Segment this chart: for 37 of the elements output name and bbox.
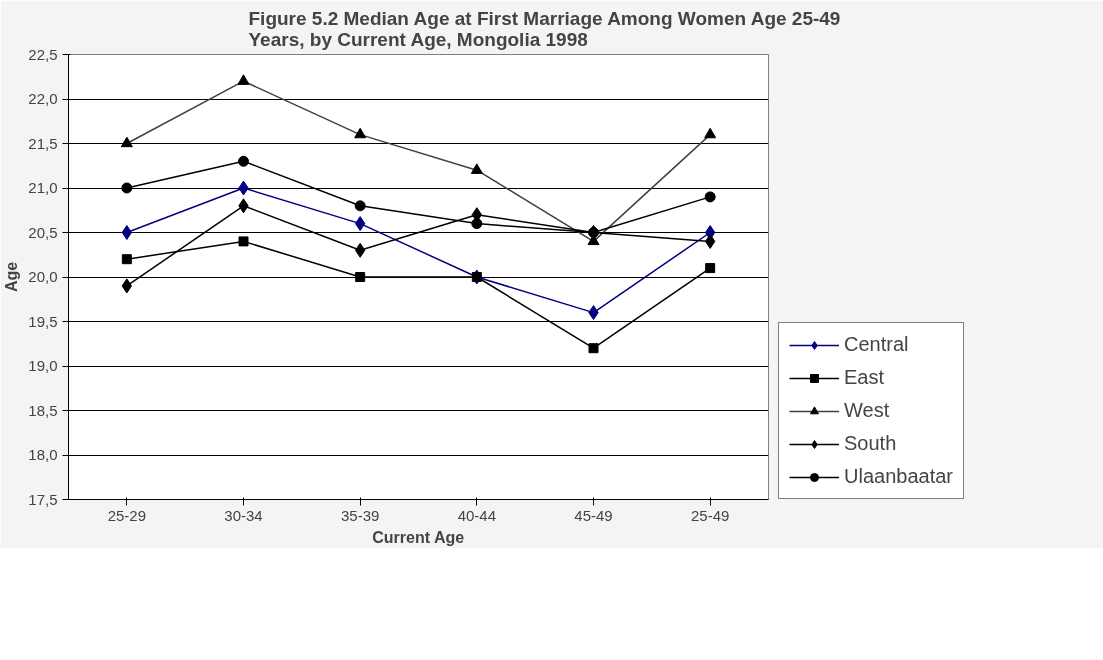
point bbox=[121, 182, 133, 194]
point bbox=[238, 155, 249, 167]
y-tick-label: 19,0 bbox=[28, 357, 58, 374]
x-tick-label: 25-29 bbox=[107, 506, 147, 524]
point bbox=[705, 263, 716, 274]
y-tick-label: 22,5 bbox=[28, 45, 58, 63]
x-tick-label: 25-49 bbox=[690, 506, 730, 524]
legend-label: Ulaanbaatar bbox=[844, 465, 953, 488]
y-tick-label: 20,5 bbox=[28, 223, 58, 241]
legend-label: South bbox=[844, 432, 897, 455]
x-tick-label: 30-34 bbox=[224, 506, 263, 524]
point bbox=[238, 236, 249, 247]
legend-label: West bbox=[844, 399, 890, 422]
point bbox=[471, 218, 483, 230]
x-tick-label: 45-49 bbox=[574, 506, 613, 524]
y-tick-label: 21,5 bbox=[28, 134, 58, 152]
chart-title: Figure 5.2 Median Age at First Marriage Among Women Age 25-49 Years, by Current Age, Mongolia 1998 bbox=[248, 7, 841, 50]
point bbox=[355, 272, 366, 282]
y-tick-label: 18,0 bbox=[28, 446, 58, 463]
point bbox=[588, 227, 599, 238]
x-tick-label: 40-44 bbox=[457, 506, 497, 524]
y-tick-label: 18,5 bbox=[28, 401, 58, 419]
legend-label: Central bbox=[844, 333, 909, 356]
y-tick-label: 21,0 bbox=[28, 179, 58, 196]
point bbox=[354, 200, 366, 212]
y-tick-label: 20,0 bbox=[28, 268, 58, 285]
y-tick-label: 22,0 bbox=[28, 90, 58, 107]
point bbox=[704, 191, 716, 203]
point bbox=[121, 254, 132, 265]
x-tick-label: 35-39 bbox=[340, 506, 380, 524]
y-tick-label: 17,5 bbox=[28, 490, 58, 508]
point bbox=[588, 343, 599, 354]
y-axis-title: Age bbox=[3, 261, 21, 293]
y-tick-label: 19,5 bbox=[28, 312, 58, 330]
legend-label: East bbox=[844, 366, 885, 389]
x-axis-title: Current Age bbox=[372, 528, 465, 546]
point bbox=[121, 225, 132, 240]
